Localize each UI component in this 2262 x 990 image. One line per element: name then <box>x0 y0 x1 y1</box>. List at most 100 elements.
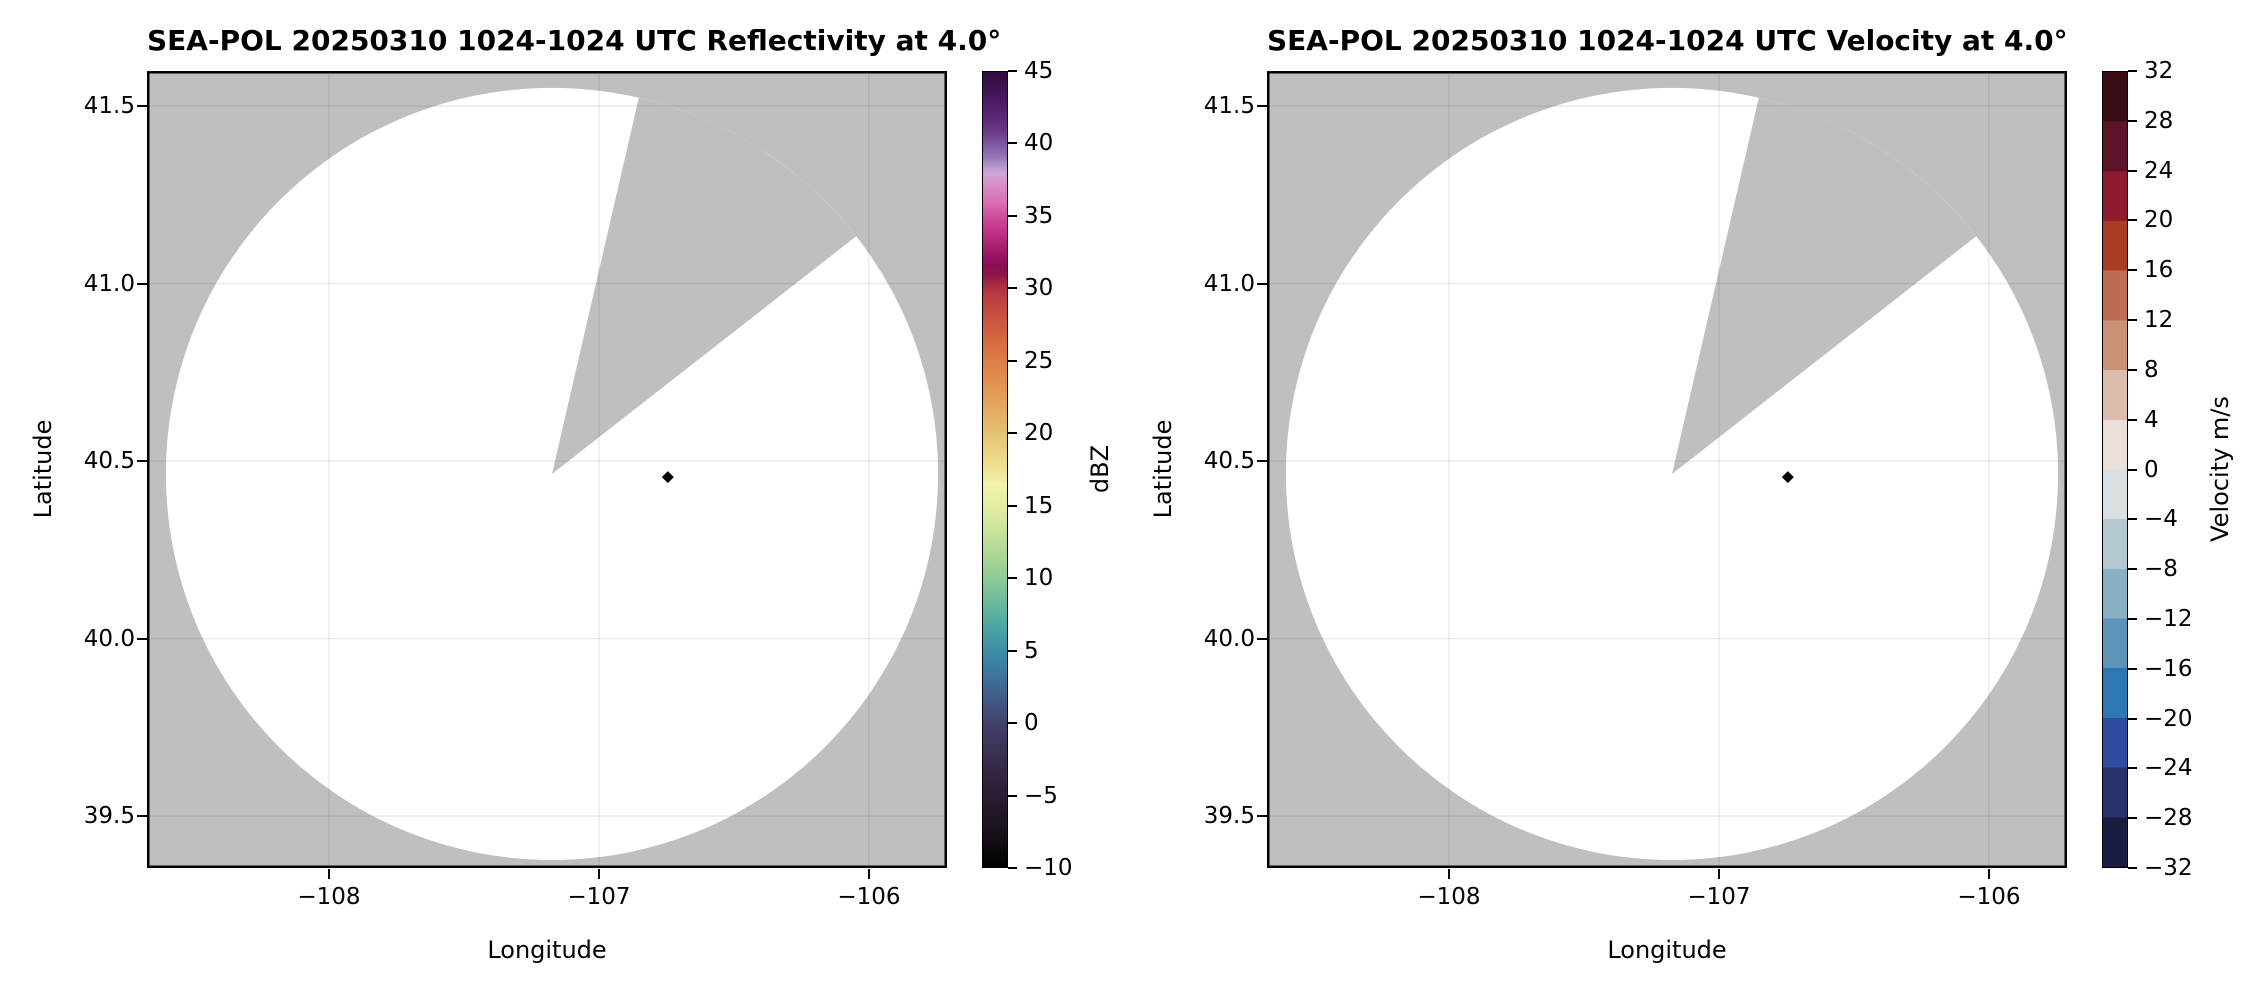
colorbar-tick-label: 0 <box>2144 456 2159 483</box>
colorbar-tick-label: 45 <box>1024 58 1054 84</box>
colorbar-tick-label: 28 <box>2144 107 2174 134</box>
colorbar-tick-mark <box>1008 504 1017 507</box>
reflectivity-panel: SEA-POL 20250310 1024-1024 UTC Reflectiv… <box>29 24 1114 964</box>
colorbar-tick-mark <box>2128 319 2137 322</box>
colorbar-tick-mark <box>2128 817 2137 820</box>
colorbar-tick-mark <box>1008 794 1017 797</box>
colorbar-label: dBZ <box>1086 444 1114 494</box>
colorbar-tick-mark <box>2128 219 2137 222</box>
colorbar-tick-label: −24 <box>2144 755 2193 782</box>
colorbar-tick-mark <box>2128 269 2137 272</box>
x-tick-label: −108 <box>1417 884 1481 910</box>
x-tick-label: −107 <box>1687 884 1751 910</box>
colorbar-tick-label: −32 <box>2144 855 2193 881</box>
colorbar-tick-mark <box>1008 649 1017 652</box>
y-tick-label: 40.5 <box>1203 448 1255 475</box>
plot-area <box>1267 71 2067 868</box>
colorbar-tick-mark <box>2128 568 2137 571</box>
colorbar-tick-label: 16 <box>2144 257 2174 284</box>
x-axis-label: Longitude <box>487 936 607 964</box>
colorbar-tick-label: 20 <box>2144 207 2174 234</box>
y-tick-label: 39.5 <box>83 803 135 830</box>
site-marker-diamond <box>1781 471 1794 484</box>
colorbar-tick-label: −16 <box>2144 655 2193 682</box>
y-tick-mark <box>137 282 147 285</box>
colorbar-tick-label: −4 <box>2144 506 2178 533</box>
colorbar-tick-mark <box>1008 287 1017 290</box>
colorbar-tick-label: −28 <box>2144 805 2193 832</box>
colorbar-tick-mark <box>2128 767 2137 770</box>
colorbar-tick-label: 10 <box>1024 565 1054 592</box>
y-tick-mark <box>1257 637 1267 640</box>
colorbar-tick-mark <box>2128 468 2137 471</box>
y-tick-mark <box>137 460 147 463</box>
colorbar-tick-mark <box>1008 722 1017 725</box>
x-tick-mark <box>867 869 870 879</box>
x-tick-mark <box>327 869 330 879</box>
y-tick-mark <box>137 815 147 818</box>
colorbar-tick-mark <box>2128 70 2137 72</box>
x-tick-label: −106 <box>1957 884 2021 910</box>
y-tick-label: 41.0 <box>83 270 135 297</box>
x-tick-label: −107 <box>567 884 631 910</box>
y-tick-mark <box>137 105 147 108</box>
y-tick-mark <box>1257 815 1267 818</box>
y-tick-label: 40.0 <box>1203 625 1255 652</box>
colorbar-tick-label: 4 <box>2144 406 2159 433</box>
colorbar-tick-mark <box>1008 432 1017 435</box>
colorbar-tick-mark <box>2128 717 2137 720</box>
y-tick-label: 39.5 <box>1203 803 1255 830</box>
x-tick-mark <box>1987 869 1990 879</box>
y-tick-label: 41.5 <box>83 93 135 120</box>
colorbar-tick-label: 12 <box>2144 307 2174 334</box>
colorbar-tick-label: 8 <box>2144 356 2159 383</box>
colorbar-tick-mark <box>1008 577 1017 580</box>
x-tick-mark <box>1447 869 1450 879</box>
colorbar-tick-mark <box>2128 418 2137 421</box>
x-tick-mark <box>1717 869 1720 879</box>
y-tick-label: 40.0 <box>83 625 135 652</box>
y-tick-mark <box>1257 105 1267 108</box>
colorbar-tick-label: −10 <box>1024 855 1073 881</box>
colorbar-tick-label: −8 <box>2144 556 2178 583</box>
colorbar-tick-label: 15 <box>1024 492 1054 519</box>
y-tick-label: 41.5 <box>1203 93 1255 120</box>
colorbar-tick-mark <box>2128 667 2137 670</box>
y-tick-label: 41.0 <box>1203 270 1255 297</box>
colorbar-tick-mark <box>1008 70 1017 72</box>
y-tick-mark <box>137 637 147 640</box>
colorbar-tick-label: 40 <box>1024 130 1054 157</box>
colorbar-tick-label: 30 <box>1024 275 1054 302</box>
x-tick-label: −108 <box>297 884 361 910</box>
colorbar-tick-mark <box>1008 867 1017 869</box>
colorbar-tick-label: −20 <box>2144 705 2193 732</box>
colorbar-tick-label: 24 <box>2144 157 2174 184</box>
y-tick-mark <box>1257 460 1267 463</box>
colorbar-tick-label: 20 <box>1024 420 1054 447</box>
colorbar-tick-label: 25 <box>1024 347 1054 374</box>
y-tick-label: 40.5 <box>83 448 135 475</box>
x-tick-label: −106 <box>837 884 901 910</box>
colorbar-tick-mark <box>2128 368 2137 371</box>
colorbar-tick-label: 32 <box>2144 58 2174 84</box>
plot-border <box>1267 71 2067 868</box>
colorbar-tick-mark <box>2128 169 2137 172</box>
colorbar-tick-label: 5 <box>1024 637 1039 664</box>
y-tick-mark <box>1257 282 1267 285</box>
site-marker-diamond <box>661 471 674 484</box>
missing-sector-wedge <box>551 97 857 474</box>
missing-sector-wedge <box>1671 97 1977 474</box>
colorbar-tick-label: −12 <box>2144 605 2193 632</box>
colorbar-tick-mark <box>2128 867 2137 869</box>
colorbar-tick-mark <box>1008 142 1017 145</box>
x-axis-label: Longitude <box>1607 936 1727 964</box>
plot-border <box>147 71 947 868</box>
velocity-panel: SEA-POL 20250310 1024-1024 UTC Velocity … <box>1120 0 2262 990</box>
colorbar-tick-label: −5 <box>1024 782 1058 809</box>
colorbar-tick-mark <box>1008 214 1017 217</box>
colorbar-tick-label: 35 <box>1024 202 1054 229</box>
colorbar-tick-label: 0 <box>1024 710 1039 737</box>
colorbar-label: Velocity m/s <box>2206 396 2234 542</box>
colorbar-tick-mark <box>2128 119 2137 122</box>
colorbar-tick-mark <box>2128 518 2137 521</box>
